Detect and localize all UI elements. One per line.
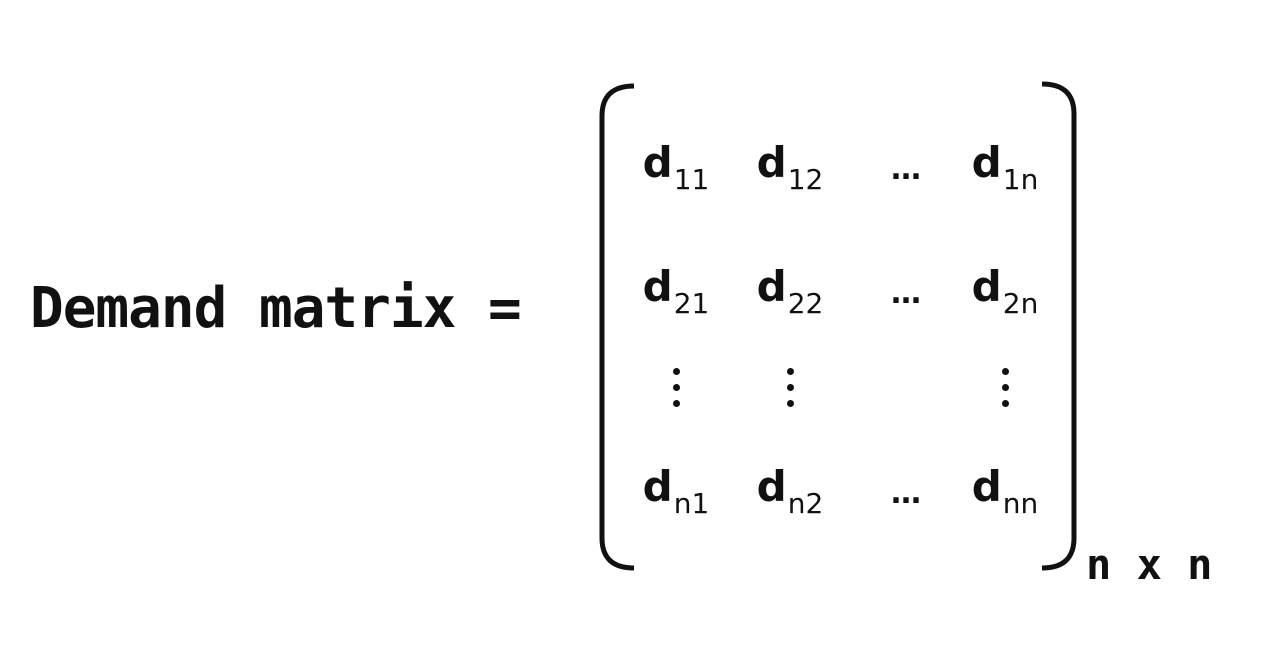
entry-base: d xyxy=(642,262,673,311)
entry-subscript: 1n xyxy=(1002,163,1039,196)
matrix-size-label: n x n xyxy=(1086,540,1213,589)
matrix-entry-21: d21 xyxy=(642,262,710,320)
entry-subscript: n2 xyxy=(787,487,824,520)
entry-subscript: 12 xyxy=(787,163,824,196)
lhs-label: Demand matrix = xyxy=(30,276,522,341)
entry-base: d xyxy=(642,138,673,187)
matrix-entry-12: d12 xyxy=(756,138,824,196)
matrix-entry-n1: dn1 xyxy=(642,462,710,520)
entry-base: d xyxy=(971,138,1002,187)
matrix-entry-1n: d1n xyxy=(971,138,1039,196)
vertical-ellipsis xyxy=(672,368,680,416)
entry-subscript: n1 xyxy=(673,487,710,520)
entry-subscript: 22 xyxy=(787,287,824,320)
entry-base: d xyxy=(756,138,787,187)
vertical-ellipsis xyxy=(1001,368,1009,416)
entry-base: d xyxy=(642,462,673,511)
entry-base: d xyxy=(756,462,787,511)
horizontal-ellipsis: … xyxy=(891,276,921,311)
matrix-entry-22: d22 xyxy=(756,262,824,320)
entry-base: d xyxy=(756,262,787,311)
entry-subscript: 21 xyxy=(673,287,710,320)
horizontal-ellipsis: … xyxy=(891,476,921,511)
entry-base: d xyxy=(971,462,1002,511)
matrix-entry-11: d11 xyxy=(642,138,710,196)
entry-subscript: 11 xyxy=(673,163,710,196)
vertical-ellipsis xyxy=(786,368,794,416)
matrix-entry-nn: dnn xyxy=(971,462,1039,520)
matrix-entry-2n: d2n xyxy=(971,262,1039,320)
entry-subscript: 2n xyxy=(1002,287,1039,320)
matrix-entry-n2: dn2 xyxy=(756,462,824,520)
entry-subscript: nn xyxy=(1002,487,1039,520)
horizontal-ellipsis: … xyxy=(891,152,921,187)
entry-base: d xyxy=(971,262,1002,311)
